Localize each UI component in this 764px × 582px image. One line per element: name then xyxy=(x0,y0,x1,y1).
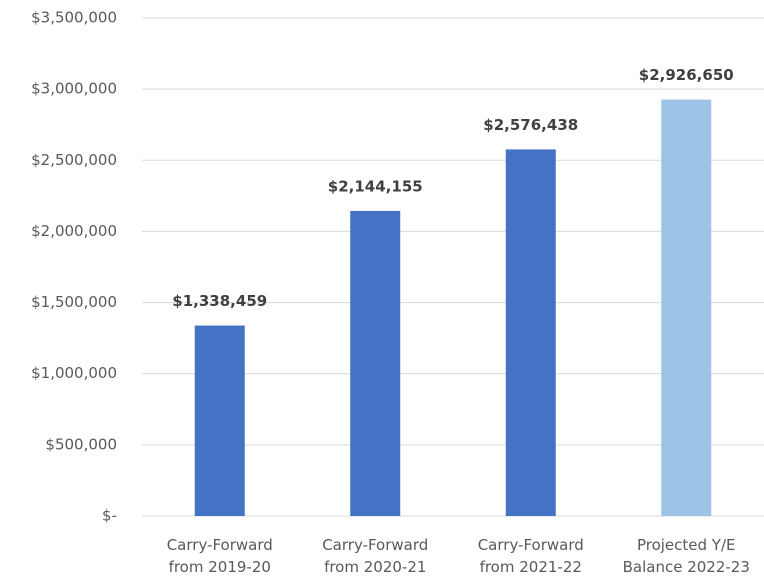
y-tick-label: $1,000,000 xyxy=(31,364,117,382)
y-tick-label: $3,000,000 xyxy=(31,80,117,98)
x-tick-label: Carry-Forward from 2020-21 xyxy=(322,536,429,576)
bar xyxy=(505,149,556,517)
y-tick-label: $500,000 xyxy=(45,435,117,453)
value-label: $2,144,155 xyxy=(328,177,423,195)
bar xyxy=(661,99,712,516)
value-label: $1,338,459 xyxy=(172,292,267,310)
x-tick-label: Carry-Forward from 2021-22 xyxy=(477,536,584,576)
value-label: $2,576,438 xyxy=(483,116,578,134)
value-label: $2,926,650 xyxy=(639,66,734,84)
x-tick-label: Projected Y/E Balance 2022-23 xyxy=(622,536,750,576)
x-tick-label: Carry-Forward from 2019-20 xyxy=(166,536,273,576)
bar xyxy=(350,210,401,517)
bar xyxy=(194,325,245,516)
y-tick-label: $1,500,000 xyxy=(31,293,117,311)
y-tick-label: $- xyxy=(102,507,117,525)
y-tick-label: $3,500,000 xyxy=(31,9,117,27)
y-tick-label: $2,000,000 xyxy=(31,222,117,240)
y-tick-label: $2,500,000 xyxy=(31,151,117,169)
